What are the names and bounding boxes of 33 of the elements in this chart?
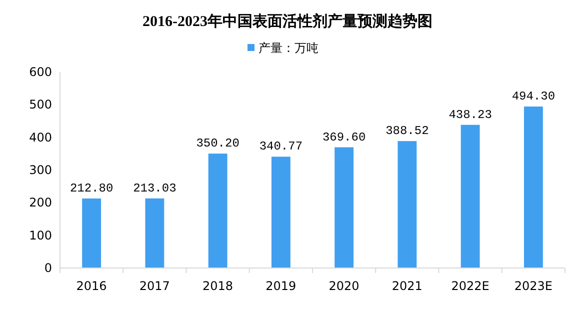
y-tick-label: 300 xyxy=(29,163,52,177)
bar xyxy=(334,147,354,268)
data-label: 438.23 xyxy=(448,108,492,122)
y-tick-label: 200 xyxy=(29,196,52,210)
x-tick-label: 2017 xyxy=(139,279,170,293)
data-label: 494.30 xyxy=(512,90,556,104)
chart-title: 2016-2023年中国表面活性剂产量预测趋势图 xyxy=(142,12,432,30)
data-label: 369.60 xyxy=(322,130,366,144)
x-tick-label: 2018 xyxy=(202,279,234,293)
x-tick-label: 2016 xyxy=(76,279,107,293)
data-label: 213.03 xyxy=(133,181,176,196)
bar xyxy=(208,154,228,268)
legend-label: 产量：万吨 xyxy=(258,41,318,55)
y-tick-label: 400 xyxy=(29,130,52,144)
bar xyxy=(524,106,543,268)
data-label: 340.77 xyxy=(259,140,303,154)
x-tick-label: 2021 xyxy=(392,279,422,293)
data-label: 388.52 xyxy=(386,124,429,138)
bar xyxy=(271,156,290,268)
y-tick-label: 0 xyxy=(44,261,52,275)
x-tick-label: 2023E xyxy=(514,279,552,293)
y-tick-label: 500 xyxy=(29,98,52,112)
bar xyxy=(82,198,102,268)
y-tick-label: 100 xyxy=(29,228,52,242)
x-tick-label: 2019 xyxy=(266,279,296,293)
x-tick-label: 2020 xyxy=(328,279,360,293)
x-tick-label: 2022E xyxy=(451,279,490,293)
bar xyxy=(145,198,164,268)
y-tick-label: 600 xyxy=(29,65,52,79)
bar xyxy=(460,124,480,268)
bar xyxy=(398,141,417,268)
data-label: 212.80 xyxy=(70,181,114,196)
data-label: 350.20 xyxy=(196,136,240,151)
